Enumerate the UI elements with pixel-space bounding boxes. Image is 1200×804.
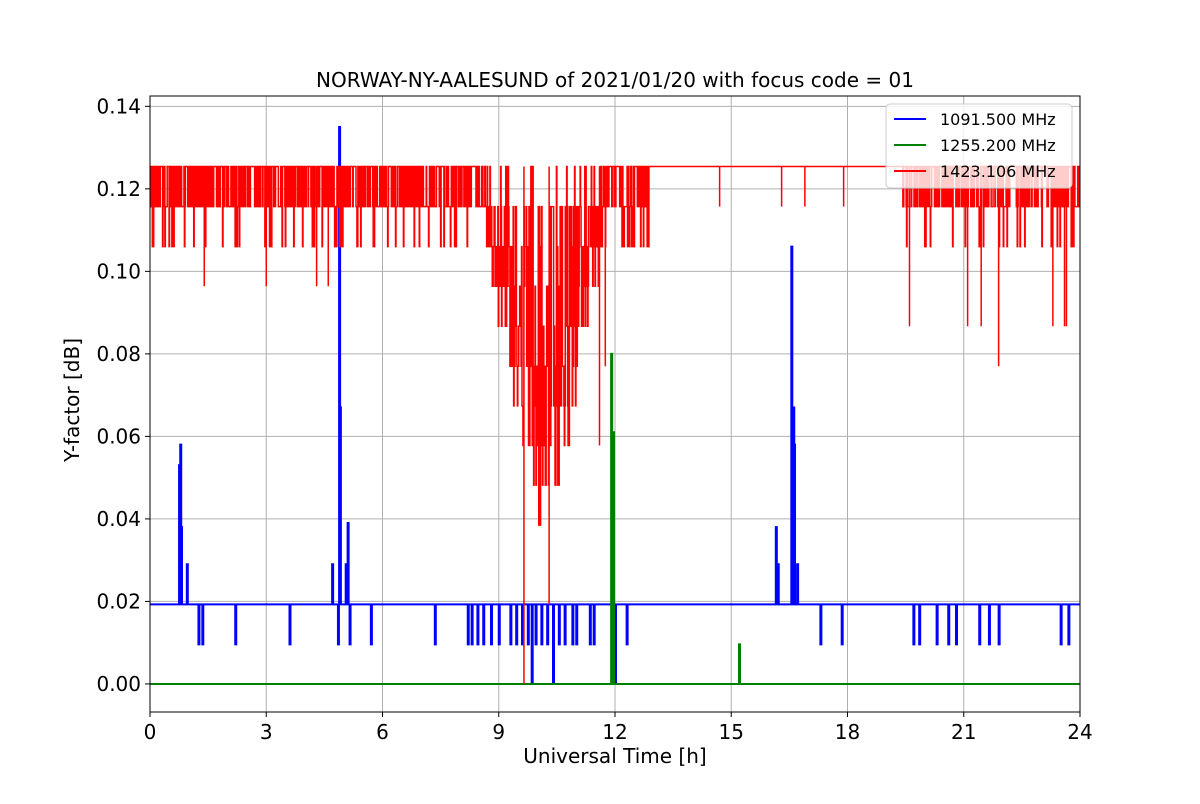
y-tick-label: 0.14 <box>96 94 141 118</box>
x-tick-label: 9 <box>492 720 505 744</box>
series-layer <box>150 125 1080 685</box>
y-tick-label: 0.06 <box>96 424 141 448</box>
series-line-1 <box>150 352 1080 685</box>
y-tick-label: 0.08 <box>96 342 141 366</box>
y-tick-label: 0.02 <box>96 589 141 613</box>
chart-title: NORWAY-NY-AALESUND of 2021/01/20 with fo… <box>316 68 914 92</box>
y-axis-label: Y-factor [dB] <box>60 338 84 463</box>
x-tick-label: 12 <box>602 720 627 744</box>
series-line-0 <box>150 125 1080 685</box>
y-tick-label: 0.12 <box>96 177 141 201</box>
x-tick-label: 24 <box>1067 720 1092 744</box>
y-tick-label: 0.10 <box>96 259 141 283</box>
series-clip <box>150 125 1080 685</box>
ticks: 0 3 6 9 12 15 18 21 24 0.00 0.02 0.04 0.06 0.08 0.10 0.… <box>96 94 1092 744</box>
legend-label: 1255.200 MHz <box>940 136 1056 155</box>
legend-label: 1423.106 MHz <box>940 162 1056 181</box>
y-tick-label: 0.00 <box>96 672 141 696</box>
x-tick-label: 15 <box>719 720 744 744</box>
x-tick-label: 0 <box>144 720 157 744</box>
series-line-2 <box>150 165 1080 684</box>
x-tick-label: 18 <box>835 720 860 744</box>
y-tick-label: 0.04 <box>96 507 141 531</box>
x-axis-label: Universal Time [h] <box>523 744 706 768</box>
x-tick-label: 6 <box>376 720 389 744</box>
legend-label: 1091.500 MHz <box>940 110 1056 129</box>
x-tick-label: 3 <box>260 720 273 744</box>
legend-box <box>885 103 1073 189</box>
legend: 1091.500 MHz 1255.200 MHz 1423.106 MHz <box>885 103 1073 189</box>
x-tick-label: 21 <box>951 720 976 744</box>
